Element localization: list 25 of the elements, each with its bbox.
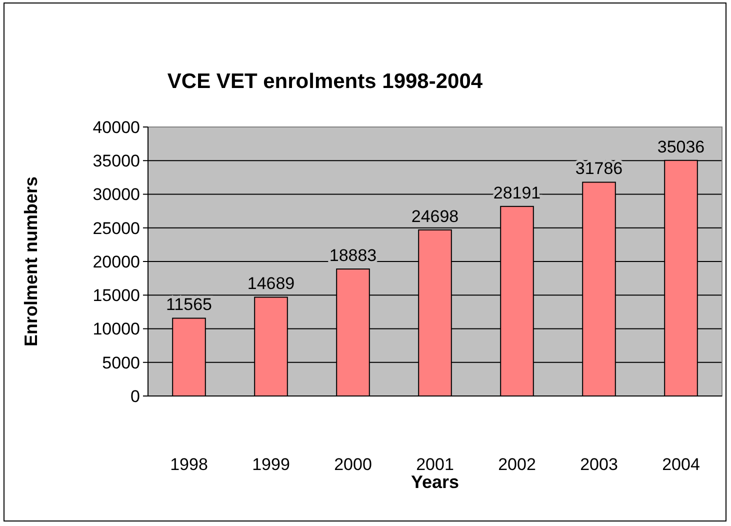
y-tick-label: 30000: [92, 185, 140, 204]
y-tick-label: 40000: [92, 118, 140, 137]
y-tick-label: 35000: [92, 152, 140, 171]
data-label: 11565: [166, 295, 212, 314]
x-tick-label: 2001: [416, 455, 454, 474]
y-tick-label: 0: [130, 386, 140, 406]
y-tick-label: 20000: [92, 252, 140, 272]
y-tick-label: 15000: [92, 286, 140, 306]
data-label: 14689: [247, 274, 295, 294]
data-label: 31786: [575, 159, 623, 178]
chart-title: VCE VET enrolments 1998-2004: [167, 70, 483, 93]
x-tick-label: 1998: [170, 455, 208, 474]
data-label: 18883: [329, 246, 377, 266]
x-tick-label: 1999: [252, 455, 290, 474]
y-tick-label: 10000: [92, 320, 140, 339]
x-tick-label: 2004: [662, 455, 700, 474]
y-axis-title: Enrolment numbers: [21, 176, 41, 347]
x-tick-label: 2000: [334, 455, 372, 474]
y-tick-label: 5000: [102, 353, 140, 372]
data-label: 24698: [411, 206, 459, 226]
x-tick-label: 2003: [580, 455, 618, 474]
x-tick-label: 2002: [498, 455, 536, 474]
data-label: 35036: [657, 137, 705, 156]
x-axis-title: Years: [410, 472, 460, 492]
y-tick-label: 25000: [92, 218, 140, 238]
